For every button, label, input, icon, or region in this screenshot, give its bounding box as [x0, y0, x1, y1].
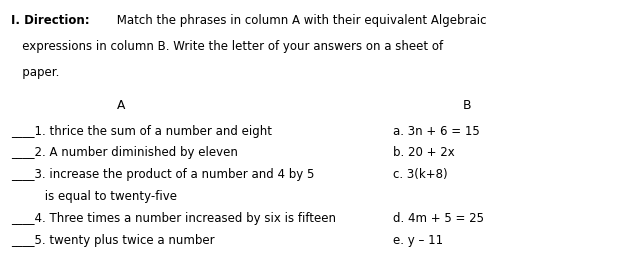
Text: d. 4m + 5 = 25: d. 4m + 5 = 25	[393, 212, 484, 225]
Text: b. 20 + 2x: b. 20 + 2x	[393, 146, 455, 160]
Text: ____1. thrice the sum of a number and eight: ____1. thrice the sum of a number and ei…	[11, 125, 272, 138]
Text: ____5. twenty plus twice a number: ____5. twenty plus twice a number	[11, 234, 215, 247]
Text: ____2. A number diminished by eleven: ____2. A number diminished by eleven	[11, 146, 238, 160]
Text: c. 3(k+8): c. 3(k+8)	[393, 168, 448, 181]
Text: ____3. increase the product of a number and 4 by 5: ____3. increase the product of a number …	[11, 168, 314, 181]
Text: A: A	[116, 99, 125, 112]
Text: ____4. Three times a number increased by six is fifteen: ____4. Three times a number increased by…	[11, 212, 336, 225]
Text: Match the phrases in column A with their equivalent Algebraic: Match the phrases in column A with their…	[113, 14, 486, 27]
Text: e. y – 11: e. y – 11	[393, 234, 443, 247]
Text: expressions in column B. Write the letter of your answers on a sheet of: expressions in column B. Write the lette…	[11, 40, 443, 53]
Text: is equal to twenty-five: is equal to twenty-five	[11, 190, 177, 203]
Text: I. Direction:: I. Direction:	[11, 14, 90, 27]
Text: paper.: paper.	[11, 66, 59, 79]
Text: B: B	[463, 99, 472, 112]
Text: a. 3n + 6 = 15: a. 3n + 6 = 15	[393, 125, 480, 138]
